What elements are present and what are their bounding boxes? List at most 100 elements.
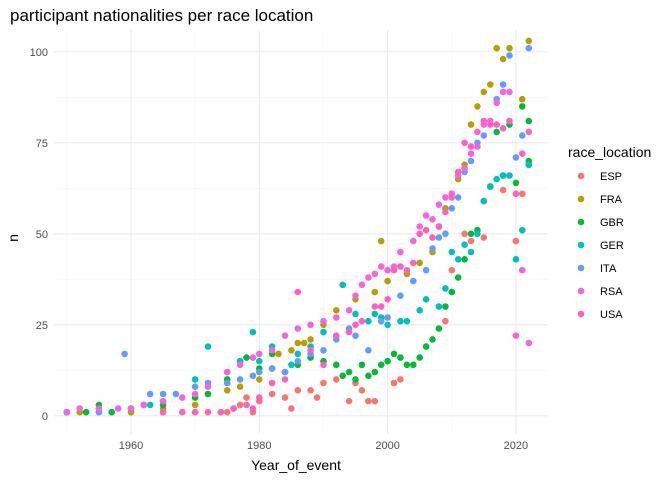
data-point (236, 376, 244, 383)
data-point (255, 368, 263, 376)
data-point (243, 401, 250, 409)
data-point (320, 379, 327, 387)
data-point (403, 266, 411, 274)
legend-label: USA (600, 309, 623, 321)
data-point (397, 292, 404, 300)
data-point (442, 317, 449, 325)
data-point (121, 350, 128, 358)
legend-label: FRA (600, 194, 623, 206)
legend-key-gbr (577, 218, 585, 226)
data-point (352, 292, 359, 300)
data-point (410, 237, 417, 245)
data-point (429, 336, 436, 343)
data-point (461, 230, 468, 238)
data-point (442, 208, 449, 216)
data-point (204, 343, 212, 350)
series-ger (63, 161, 533, 416)
data-point (268, 365, 276, 372)
legend-key-fra (577, 195, 585, 203)
data-point (179, 408, 186, 416)
data-point (127, 405, 135, 412)
data-point (416, 307, 424, 314)
legend: race_location ESP FRA GBR GER ITA RSA USA (568, 144, 651, 321)
data-point (339, 281, 347, 289)
data-point (191, 383, 199, 391)
data-point (230, 405, 237, 412)
data-point (223, 408, 231, 416)
y-tick-label: 100 (30, 47, 48, 59)
data-point (525, 339, 533, 347)
data-point (365, 317, 372, 325)
data-point (377, 317, 385, 325)
data-point (422, 226, 430, 234)
data-point (146, 390, 154, 398)
data-points (63, 37, 533, 416)
data-point (268, 379, 276, 387)
data-point (474, 143, 481, 150)
data-point (397, 354, 404, 361)
data-point (512, 332, 520, 340)
data-point (512, 255, 520, 263)
data-point (76, 405, 83, 412)
data-point (506, 172, 513, 179)
data-point (499, 125, 507, 132)
data-point (480, 197, 488, 205)
data-point (461, 165, 468, 172)
data-point (255, 350, 263, 358)
data-point (365, 372, 372, 380)
data-point (255, 376, 263, 383)
data-point (320, 317, 327, 325)
series-ita (63, 44, 533, 416)
data-point (442, 230, 449, 238)
data-point (467, 230, 475, 238)
data-point (403, 317, 411, 325)
series-usa (159, 117, 533, 416)
data-point (300, 339, 308, 347)
data-point (416, 354, 424, 361)
data-point (499, 186, 507, 194)
data-point (480, 117, 488, 125)
x-axis-title: Year_of_event (251, 457, 341, 473)
data-point (179, 394, 186, 401)
series-gbr (63, 103, 533, 416)
data-point (467, 248, 475, 256)
data-point (371, 397, 379, 405)
data-point (288, 405, 295, 412)
x-tick-labels: 1960 1980 2000 2020 (119, 440, 528, 452)
data-point (416, 223, 424, 230)
data-point (268, 390, 276, 398)
data-point (249, 328, 257, 336)
data-point (377, 237, 385, 245)
data-point (442, 285, 449, 292)
data-point (365, 397, 372, 405)
data-point (159, 397, 167, 405)
data-point (429, 245, 436, 252)
data-point (397, 376, 404, 383)
data-point (454, 168, 462, 176)
data-point (172, 390, 180, 398)
data-point (390, 379, 398, 387)
data-point (467, 157, 475, 165)
y-tick-label: 25 (36, 320, 48, 332)
y-tick-labels: 0 25 50 75 100 (30, 47, 48, 423)
data-point (358, 361, 366, 369)
data-point (493, 99, 501, 107)
data-point (442, 303, 449, 310)
data-point (358, 281, 366, 289)
data-point (487, 183, 494, 190)
data-point (410, 361, 417, 369)
legend-label: RSA (600, 286, 623, 298)
data-point (191, 401, 199, 409)
data-point (454, 255, 462, 263)
data-point (384, 266, 391, 274)
data-point (487, 81, 494, 88)
data-point (320, 328, 327, 336)
data-point (223, 368, 231, 376)
data-point (384, 321, 391, 329)
data-point (294, 350, 302, 358)
data-point (159, 390, 167, 398)
data-point (294, 357, 302, 365)
data-point (448, 205, 456, 212)
data-point (454, 274, 462, 281)
